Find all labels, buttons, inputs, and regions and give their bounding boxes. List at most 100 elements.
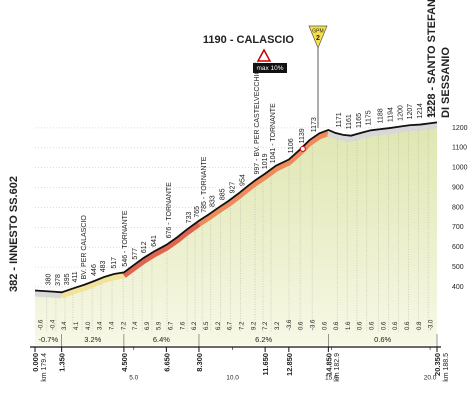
section-grade: 6.4% xyxy=(153,335,170,344)
y-tick-label: 1200 xyxy=(452,125,468,132)
x-tick-label: 14.850 xyxy=(324,353,333,376)
segment-grade: 6.9 xyxy=(145,321,151,330)
segment-grade: 0.6 xyxy=(334,321,340,330)
profile-fill xyxy=(35,122,437,346)
spot-height: 1217 xyxy=(427,102,434,118)
x-tick-label: 1.350 xyxy=(58,353,67,372)
section-grade: -0.7% xyxy=(39,335,59,344)
segment-grade: 0.6 xyxy=(405,321,411,330)
segment-grade: 4.0 xyxy=(86,321,92,330)
warning-icon xyxy=(256,48,272,62)
gpm-category: 2 xyxy=(316,35,320,42)
segment-grade: 1.6 xyxy=(346,321,352,330)
segment-grade: 0.6 xyxy=(358,321,364,330)
segment-grade: 0.6 xyxy=(370,321,376,330)
spot-height: 1165 xyxy=(356,113,363,128)
segment-grade: 0.6 xyxy=(393,321,399,330)
segment-grade: -0.4 xyxy=(50,319,56,330)
spot-height: 1019 xyxy=(262,153,269,169)
y-tick-label: 500 xyxy=(452,264,464,271)
spot-height: 1173 xyxy=(311,117,318,132)
spot-height: 577 xyxy=(132,248,139,260)
segment-grade: -3.6 xyxy=(287,319,293,330)
section-band xyxy=(34,290,62,299)
x-tick-label: 20.350 xyxy=(433,353,442,376)
segment-grade: 5.9 xyxy=(157,321,163,330)
max-gradient: max 10% xyxy=(256,65,283,72)
segment-grade: 6.5 xyxy=(204,321,210,330)
x-tick-label: 8.300 xyxy=(195,353,204,372)
x-tick-label: 11.650 xyxy=(261,353,270,376)
segment-grade: 7.2 xyxy=(239,321,245,330)
spot-height: 1041 - TORNANTE xyxy=(270,103,277,163)
x-tick-label: 12.850 xyxy=(285,353,294,376)
segment-grade: 6.2 xyxy=(216,321,222,330)
spot-height: 411 xyxy=(72,271,79,282)
spot-height: 1188 xyxy=(378,108,385,123)
spot-height: 733 xyxy=(186,212,193,224)
minor-x-tick-label: 10.0 xyxy=(226,375,239,382)
y-tick-label: 800 xyxy=(452,204,464,211)
minor-x-tick-label: 5.0 xyxy=(129,375,138,382)
section-band xyxy=(327,122,438,142)
spot-height: BV. PER CALASCIO xyxy=(81,215,88,280)
spot-height: 997 - BV. PER CASTELVECCHIO C. xyxy=(254,60,261,174)
km-marker: km 179.4 xyxy=(41,353,48,382)
finish-label: 1228 - SANTO STEFANO xyxy=(426,0,438,118)
segment-grade: 7.6 xyxy=(180,321,186,330)
segment-grade: 7.2 xyxy=(263,321,269,330)
spot-height: 446 xyxy=(91,264,98,276)
profile-line xyxy=(34,121,438,294)
km-marker: km 182.9 xyxy=(334,353,341,382)
finish-label: DI SESSANIO xyxy=(440,47,452,118)
spot-height: 1171 xyxy=(336,112,343,127)
spot-height: 954 xyxy=(239,174,246,186)
gpm-badge xyxy=(308,25,328,49)
max-gradient-marker xyxy=(299,145,306,152)
section-band xyxy=(60,272,125,299)
y-tick-label: 700 xyxy=(452,224,464,231)
segment-grade: 7.2 xyxy=(121,321,127,330)
y-tick-label: 1100 xyxy=(452,145,467,152)
y-tick-label: 400 xyxy=(452,284,464,291)
km-marker: km 188.5 xyxy=(443,353,450,382)
y-tick-label: 600 xyxy=(452,244,464,251)
segment-grade: 9.2 xyxy=(251,321,257,330)
section-grade: 3.2% xyxy=(84,335,101,344)
section-grade: 6.2% xyxy=(255,335,272,344)
segment-grade: 0.6 xyxy=(299,321,305,330)
segment-grade: -3.6 xyxy=(310,319,316,330)
spot-height: 765 xyxy=(194,206,201,218)
x-tick-label: 6.650 xyxy=(162,353,171,372)
spot-height: 1175 xyxy=(366,110,373,125)
segment-grade: 3.4 xyxy=(98,321,104,330)
segment-grade: 0.8 xyxy=(417,321,423,330)
segment-grade: 0.6 xyxy=(381,321,387,330)
spot-height: 676 - TORNANTE xyxy=(166,182,173,238)
segment-grade: 6.2 xyxy=(192,321,198,330)
segment-grade: -3.0 xyxy=(429,319,435,330)
spot-height: 641 xyxy=(151,235,158,247)
segment-grade: 6.7 xyxy=(169,321,175,330)
section-band xyxy=(197,130,330,227)
segment-grade: 6.7 xyxy=(228,321,234,330)
spot-height: 1200 xyxy=(397,105,404,121)
x-tick-label: 4.500 xyxy=(120,353,129,372)
segment-grade: -0.6 xyxy=(38,319,44,330)
spot-height: 1194 xyxy=(387,107,394,122)
max-gradient-box xyxy=(253,63,287,73)
gpm-text: GPM xyxy=(312,28,323,34)
segment-grade: 0.6 xyxy=(322,321,328,330)
spot-height: 1207 xyxy=(407,104,414,120)
segment-grade: 3.2 xyxy=(275,321,281,330)
spot-height: 885 xyxy=(220,188,227,200)
segment-grade: 7.4 xyxy=(133,321,139,330)
spot-height: 612 xyxy=(141,241,148,253)
spot-height: 1161 xyxy=(346,114,353,129)
spot-height: 927 xyxy=(229,182,236,194)
spot-height: 1106 xyxy=(288,138,295,153)
minor-x-tick-label: 15.0 xyxy=(325,375,338,382)
spot-height: 378 xyxy=(55,274,62,286)
y-tick-label: 1000 xyxy=(452,165,468,172)
